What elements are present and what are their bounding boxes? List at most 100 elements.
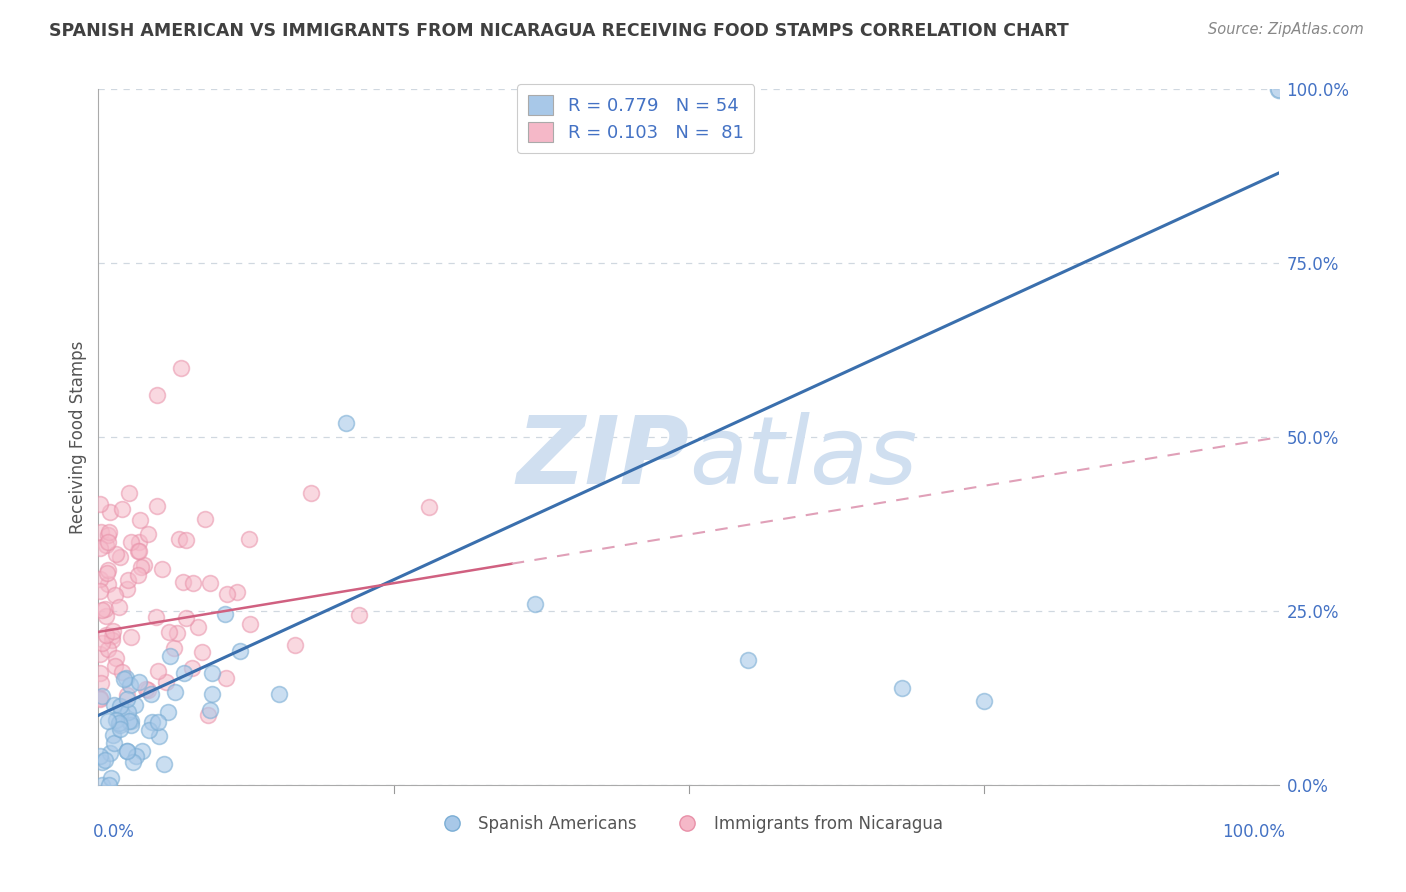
Point xyxy=(101,632,124,647)
Point xyxy=(170,360,193,375)
Text: SPANISH AMERICAN VS IMMIGRANTS FROM NICARAGUA RECEIVING FOOD STAMPS CORRELATION : SPANISH AMERICAN VS IMMIGRANTS FROM NICA… xyxy=(49,22,1069,40)
Point xyxy=(104,589,127,603)
Point xyxy=(104,547,127,561)
Point xyxy=(267,687,290,701)
Point xyxy=(114,671,136,685)
Point xyxy=(100,771,122,785)
Point xyxy=(214,607,236,622)
Point xyxy=(97,641,120,656)
Point xyxy=(117,574,139,588)
Point xyxy=(200,703,222,717)
Text: Source: ZipAtlas.com: Source: ZipAtlas.com xyxy=(1208,22,1364,37)
Point xyxy=(97,535,120,549)
Point xyxy=(135,681,157,696)
Point xyxy=(127,544,149,558)
Point xyxy=(103,736,125,750)
Point xyxy=(90,778,112,792)
Legend: Spanish Americans, Immigrants from Nicaragua: Spanish Americans, Immigrants from Nicar… xyxy=(429,808,949,839)
Point xyxy=(91,602,114,616)
Point xyxy=(174,533,197,547)
Point xyxy=(148,729,170,743)
Point xyxy=(101,624,124,639)
Point xyxy=(89,497,111,511)
Point xyxy=(191,645,214,659)
Point xyxy=(198,576,221,591)
Point xyxy=(118,714,141,729)
Point xyxy=(117,691,139,706)
Point xyxy=(524,597,547,611)
Point xyxy=(111,502,134,516)
Point xyxy=(117,582,139,596)
Point xyxy=(101,629,124,643)
Point xyxy=(973,694,995,708)
Point xyxy=(157,625,180,640)
Text: ZIP: ZIP xyxy=(516,412,689,504)
Point xyxy=(89,583,111,598)
Point xyxy=(104,658,127,673)
Text: atlas: atlas xyxy=(689,412,917,503)
Point xyxy=(174,611,197,625)
Point xyxy=(111,665,134,680)
Point xyxy=(215,587,238,601)
Point xyxy=(115,688,138,702)
Point xyxy=(153,757,176,772)
Text: 0.0%: 0.0% xyxy=(93,823,135,841)
Point xyxy=(136,682,159,697)
Point xyxy=(103,728,125,742)
Point xyxy=(347,607,370,622)
Point xyxy=(238,533,260,547)
Point xyxy=(1268,82,1291,96)
Point xyxy=(156,705,179,719)
Point xyxy=(138,527,160,541)
Point xyxy=(98,505,121,519)
Point xyxy=(122,756,145,770)
Point xyxy=(131,744,153,758)
Point xyxy=(90,636,112,650)
Point xyxy=(132,558,155,572)
Point xyxy=(115,744,138,758)
Text: 100.0%: 100.0% xyxy=(1222,823,1285,841)
Point xyxy=(163,641,186,656)
Point xyxy=(98,778,121,792)
Point xyxy=(89,692,111,706)
Point xyxy=(165,685,187,699)
Point xyxy=(215,671,238,685)
Point xyxy=(120,678,142,692)
Point xyxy=(418,500,440,514)
Point xyxy=(284,638,307,652)
Point xyxy=(148,714,170,729)
Point xyxy=(98,525,121,540)
Point xyxy=(94,538,117,552)
Point xyxy=(89,690,111,705)
Point xyxy=(94,628,117,642)
Point xyxy=(108,698,131,713)
Point xyxy=(201,687,224,701)
Point xyxy=(98,746,121,760)
Point xyxy=(239,617,262,632)
Point xyxy=(107,599,129,614)
Point xyxy=(145,500,167,514)
Point xyxy=(146,388,169,402)
Point xyxy=(166,626,188,640)
Point xyxy=(159,648,181,663)
Point xyxy=(169,533,191,547)
Point xyxy=(197,708,219,723)
Point xyxy=(229,644,252,658)
Point xyxy=(118,486,141,500)
Point xyxy=(90,676,112,690)
Point xyxy=(890,681,912,695)
Point xyxy=(187,620,209,634)
Point xyxy=(128,535,150,549)
Point xyxy=(299,485,322,500)
Point xyxy=(737,653,759,667)
Point xyxy=(335,416,357,430)
Point xyxy=(181,661,204,675)
Point xyxy=(105,713,128,727)
Point xyxy=(127,568,149,582)
Point xyxy=(89,665,111,680)
Point xyxy=(91,690,114,704)
Point xyxy=(150,562,173,576)
Point xyxy=(226,584,249,599)
Point xyxy=(110,718,132,732)
Point xyxy=(96,566,118,581)
